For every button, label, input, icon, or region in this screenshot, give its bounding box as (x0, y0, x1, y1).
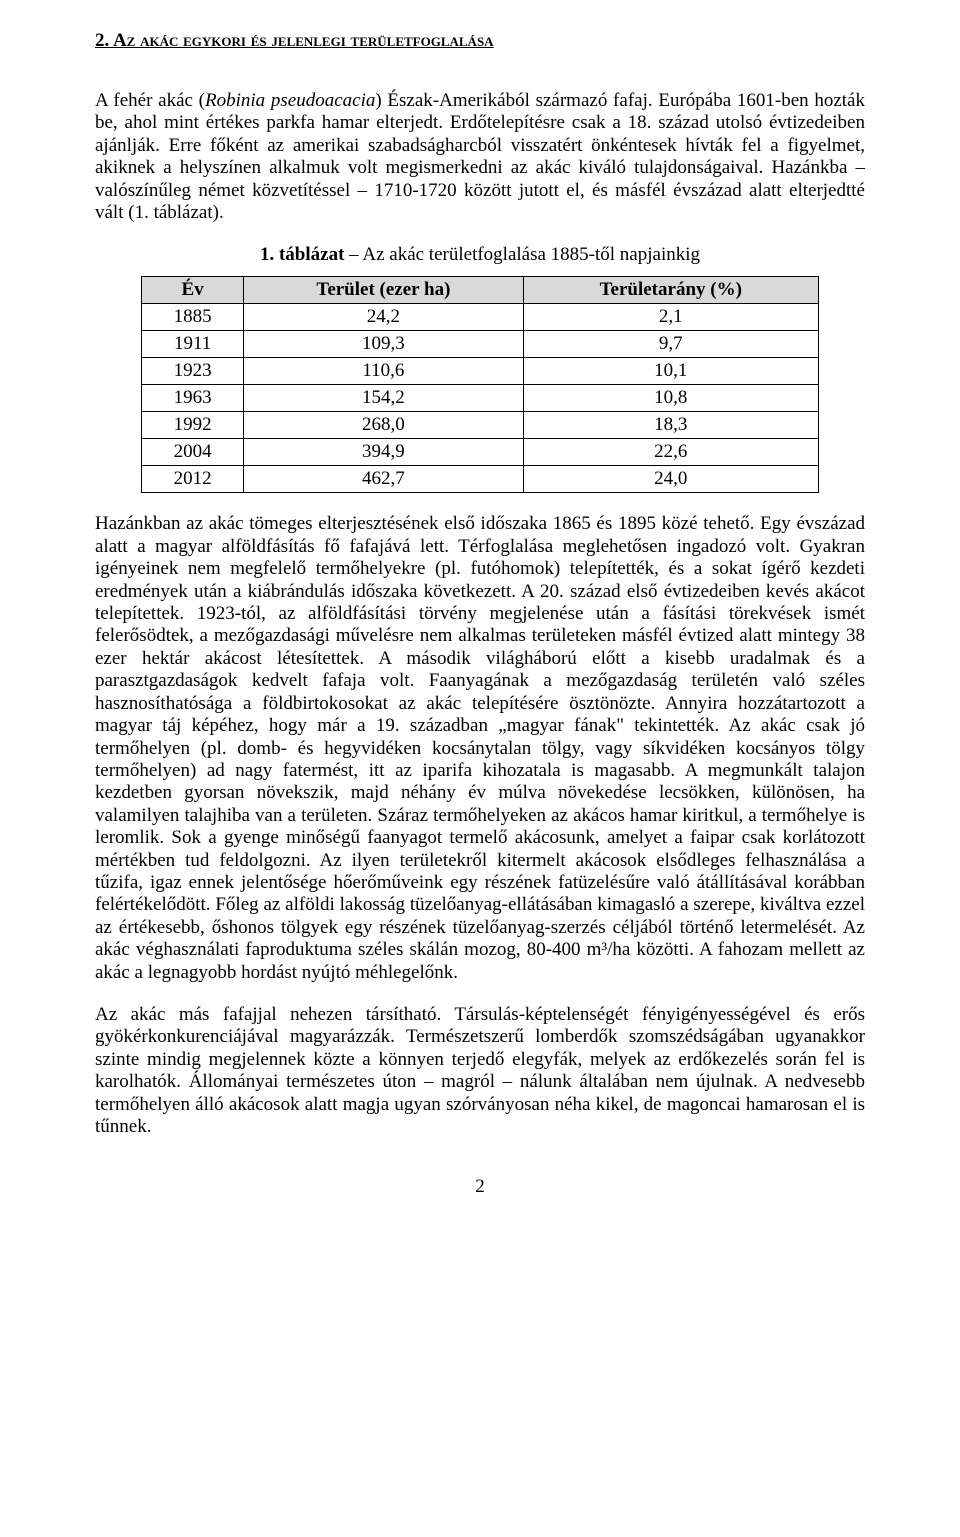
table-row: 1992 268,0 18,3 (142, 412, 819, 439)
table-caption-bold: 1. táblázat (260, 244, 344, 265)
area-table: Év Terület (ezer ha) Területarány (%) 18… (141, 276, 819, 493)
cell: 1992 (142, 412, 244, 439)
cell: 2004 (142, 439, 244, 466)
cell: 24,2 (244, 304, 524, 331)
table-caption: 1. táblázat – Az akác területfoglalása 1… (95, 244, 865, 266)
table-header-row: Év Terület (ezer ha) Területarány (%) (142, 277, 819, 304)
cell: 394,9 (244, 439, 524, 466)
table-row: 2004 394,9 22,6 (142, 439, 819, 466)
document-page: 2. Az akác egykori és jelenlegi területf… (0, 0, 960, 1228)
cell: 462,7 (244, 466, 524, 493)
paragraph-3: Az akác más fafajjal nehezen társítható.… (95, 1004, 865, 1138)
cell: 24,0 (523, 466, 818, 493)
cell: 2,1 (523, 304, 818, 331)
cell: 109,3 (244, 331, 524, 358)
section-heading: 2. Az akác egykori és jelenlegi területf… (95, 30, 865, 52)
cell: 154,2 (244, 385, 524, 412)
cell: 18,3 (523, 412, 818, 439)
cell: 110,6 (244, 358, 524, 385)
table-row: 1923 110,6 10,1 (142, 358, 819, 385)
page-number: 2 (95, 1176, 865, 1198)
para1-pre: A fehér akác ( (95, 90, 205, 111)
cell: 268,0 (244, 412, 524, 439)
cell: 1963 (142, 385, 244, 412)
col-area: Terület (ezer ha) (244, 277, 524, 304)
table-row: 1885 24,2 2,1 (142, 304, 819, 331)
table-row: 1963 154,2 10,8 (142, 385, 819, 412)
cell: 1911 (142, 331, 244, 358)
cell: 22,6 (523, 439, 818, 466)
table-row: 2012 462,7 24,0 (142, 466, 819, 493)
cell: 1885 (142, 304, 244, 331)
cell: 9,7 (523, 331, 818, 358)
table-body: 1885 24,2 2,1 1911 109,3 9,7 1923 110,6 … (142, 304, 819, 493)
cell: 1923 (142, 358, 244, 385)
cell: 10,1 (523, 358, 818, 385)
cell: 2012 (142, 466, 244, 493)
table-row: 1911 109,3 9,7 (142, 331, 819, 358)
cell: 10,8 (523, 385, 818, 412)
col-year: Év (142, 277, 244, 304)
paragraph-1: A fehér akác (Robinia pseudoacacia) Észa… (95, 90, 865, 224)
paragraph-2: Hazánkban az akác tömeges elterjesztésén… (95, 513, 865, 984)
species-name: Robinia pseudoacacia (205, 90, 375, 111)
table-caption-rest: – Az akác területfoglalása 1885-től napj… (344, 244, 700, 265)
col-share: Területarány (%) (523, 277, 818, 304)
